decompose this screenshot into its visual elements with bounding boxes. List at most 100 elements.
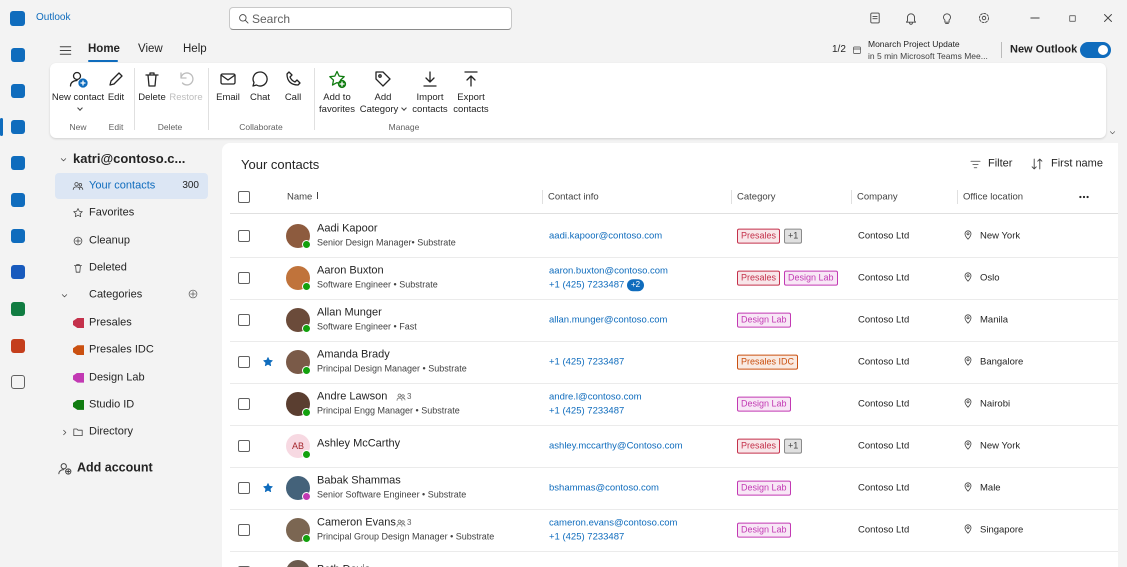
titlebar-button[interactable] [1101,11,1115,25]
contact-info[interactable]: allan.munger@contoso.com [549,314,668,326]
nav-item[interactable]: Studio ID [89,398,135,411]
ribbon-button-icon[interactable] [218,69,238,89]
contact-info[interactable]: aadi.kapoor@contoso.com [549,230,663,242]
ribbon-button-icon[interactable] [327,69,347,89]
row-checkbox[interactable] [238,314,250,326]
row-checkbox[interactable] [238,272,250,284]
search-placeholder[interactable]: Search [252,11,291,26]
ribbon-tab[interactable]: Help [183,43,207,56]
ribbon-button-label[interactable]: Delete [138,92,166,103]
ribbon-button-label[interactable]: Export contacts [453,92,489,115]
header-checkbox[interactable] [238,191,250,203]
ribbon-button-icon[interactable] [68,69,88,89]
contact-info[interactable]: +1 (425) 7233487 [549,279,625,291]
category-pill[interactable]: Design Lab [784,270,838,286]
ribbon-tab[interactable]: View [138,43,163,56]
rail-app-icon[interactable] [11,48,25,62]
ribbon-button-label[interactable]: Call [284,92,302,103]
avatar[interactable] [286,560,310,567]
add-category[interactable] [187,288,199,300]
titlebar-button[interactable] [1067,13,1078,24]
contact-name[interactable]: Babak Shammas [317,474,401,487]
ribbon-button-icon[interactable] [461,69,481,89]
sort-button[interactable]: First name [1051,157,1103,170]
contact-info[interactable]: ashley.mccarthy@Contoso.com [549,440,683,452]
menu-button[interactable] [58,43,73,58]
column-header[interactable]: Company [857,191,898,203]
titlebar-button[interactable] [1028,11,1042,25]
toggle-switch[interactable] [1080,42,1111,58]
contact-info[interactable]: andre.l@contoso.com [549,391,642,403]
rail-app-icon[interactable] [11,156,25,170]
contact-info[interactable]: +1 (425) 7233487 [549,405,625,417]
column-header[interactable]: Contact info [548,191,599,203]
rail-app-icon[interactable] [11,193,25,207]
search-box[interactable] [229,7,512,30]
contact-info[interactable]: bshammas@contoso.com [549,482,659,494]
ribbon-button-icon[interactable] [420,69,440,89]
ribbon-collapse[interactable] [1108,128,1117,137]
nav-item[interactable]: Deleted [89,261,127,274]
titlebar-button[interactable] [977,11,991,25]
ribbon-button-icon[interactable] [142,69,162,89]
category-pill[interactable]: Presales [737,228,781,244]
contact-name[interactable]: Amanda Brady [317,348,390,361]
contact-info[interactable]: cameron.evans@contoso.com [549,517,678,529]
category-pill[interactable]: Presales [737,438,781,454]
category-pill[interactable]: Design Lab [737,396,791,412]
column-header[interactable]: Office location [963,191,1024,203]
nav-item[interactable]: Favorites [89,206,135,219]
ribbon-button-icon[interactable] [250,69,270,89]
nav-item[interactable]: Presales IDC [89,343,154,356]
ribbon-button-label[interactable]: Import contacts [412,92,448,115]
row-checkbox[interactable] [238,398,250,410]
ribbon-button-label[interactable]: Email [216,92,240,103]
contact-info[interactable]: +1 (425) 7233487 [549,531,625,543]
titlebar-button[interactable] [904,11,918,25]
rail-app-icon[interactable] [11,84,25,98]
contact-name[interactable]: Aaron Buxton [317,264,384,277]
nav-item[interactable]: Directory [89,425,134,438]
column-header[interactable]: Name [287,191,313,203]
category-more[interactable]: +1 [784,438,803,454]
account-chevron[interactable] [59,155,68,164]
category-pill[interactable]: Design Lab [737,522,791,538]
contact-name[interactable]: Andre Lawson [317,390,388,403]
contact-name[interactable]: Beth Davis [317,563,370,567]
ribbon-button-label[interactable]: Chat [249,92,271,103]
category-pill[interactable]: Design Lab [737,480,791,496]
filter-button[interactable]: Filter [988,157,1013,170]
rail-app-icon[interactable] [11,120,25,134]
category-pill[interactable]: Presales IDC [737,354,799,370]
column-header[interactable]: Category [737,191,776,203]
contact-more-badge[interactable]: +2 [627,279,645,291]
ribbon-button-icon[interactable] [106,69,126,89]
category-pill[interactable]: Design Lab [737,312,791,328]
row-checkbox[interactable] [238,524,250,536]
ribbon-tab[interactable]: Home [88,43,120,56]
reminder-title[interactable]: Monarch Project Update [868,38,960,49]
row-checkbox[interactable] [238,482,250,494]
ribbon-button-label[interactable]: Add to favorites [319,92,355,115]
ribbon-button-label[interactable]: Edit [107,92,125,103]
nav-item[interactable]: Cleanup [89,234,130,246]
rail-app-icon[interactable] [11,339,25,353]
row-checkbox[interactable] [238,440,250,452]
category-pill[interactable]: Presales [737,270,781,286]
contact-name[interactable]: Cameron Evans [317,516,396,529]
ribbon-button-label[interactable]: Add Category [356,92,410,116]
ribbon-button-icon[interactable] [283,69,303,89]
nav-item[interactable]: Design Lab [89,371,145,383]
contact-name[interactable]: Allan Munger [317,306,382,319]
nav-section[interactable]: Categories [89,288,143,301]
row-checkbox[interactable] [238,356,250,368]
rail-app-icon[interactable] [11,229,25,243]
nav-item[interactable]: Presales [89,316,132,329]
sort-icon[interactable] [1030,157,1044,171]
ribbon-button-label[interactable]: New contact [51,92,105,116]
category-more[interactable]: +1 [784,228,803,244]
titlebar-button[interactable] [868,11,882,25]
titlebar-button[interactable] [940,11,954,25]
row-checkbox[interactable] [238,230,250,242]
filter-icon[interactable] [969,158,982,171]
